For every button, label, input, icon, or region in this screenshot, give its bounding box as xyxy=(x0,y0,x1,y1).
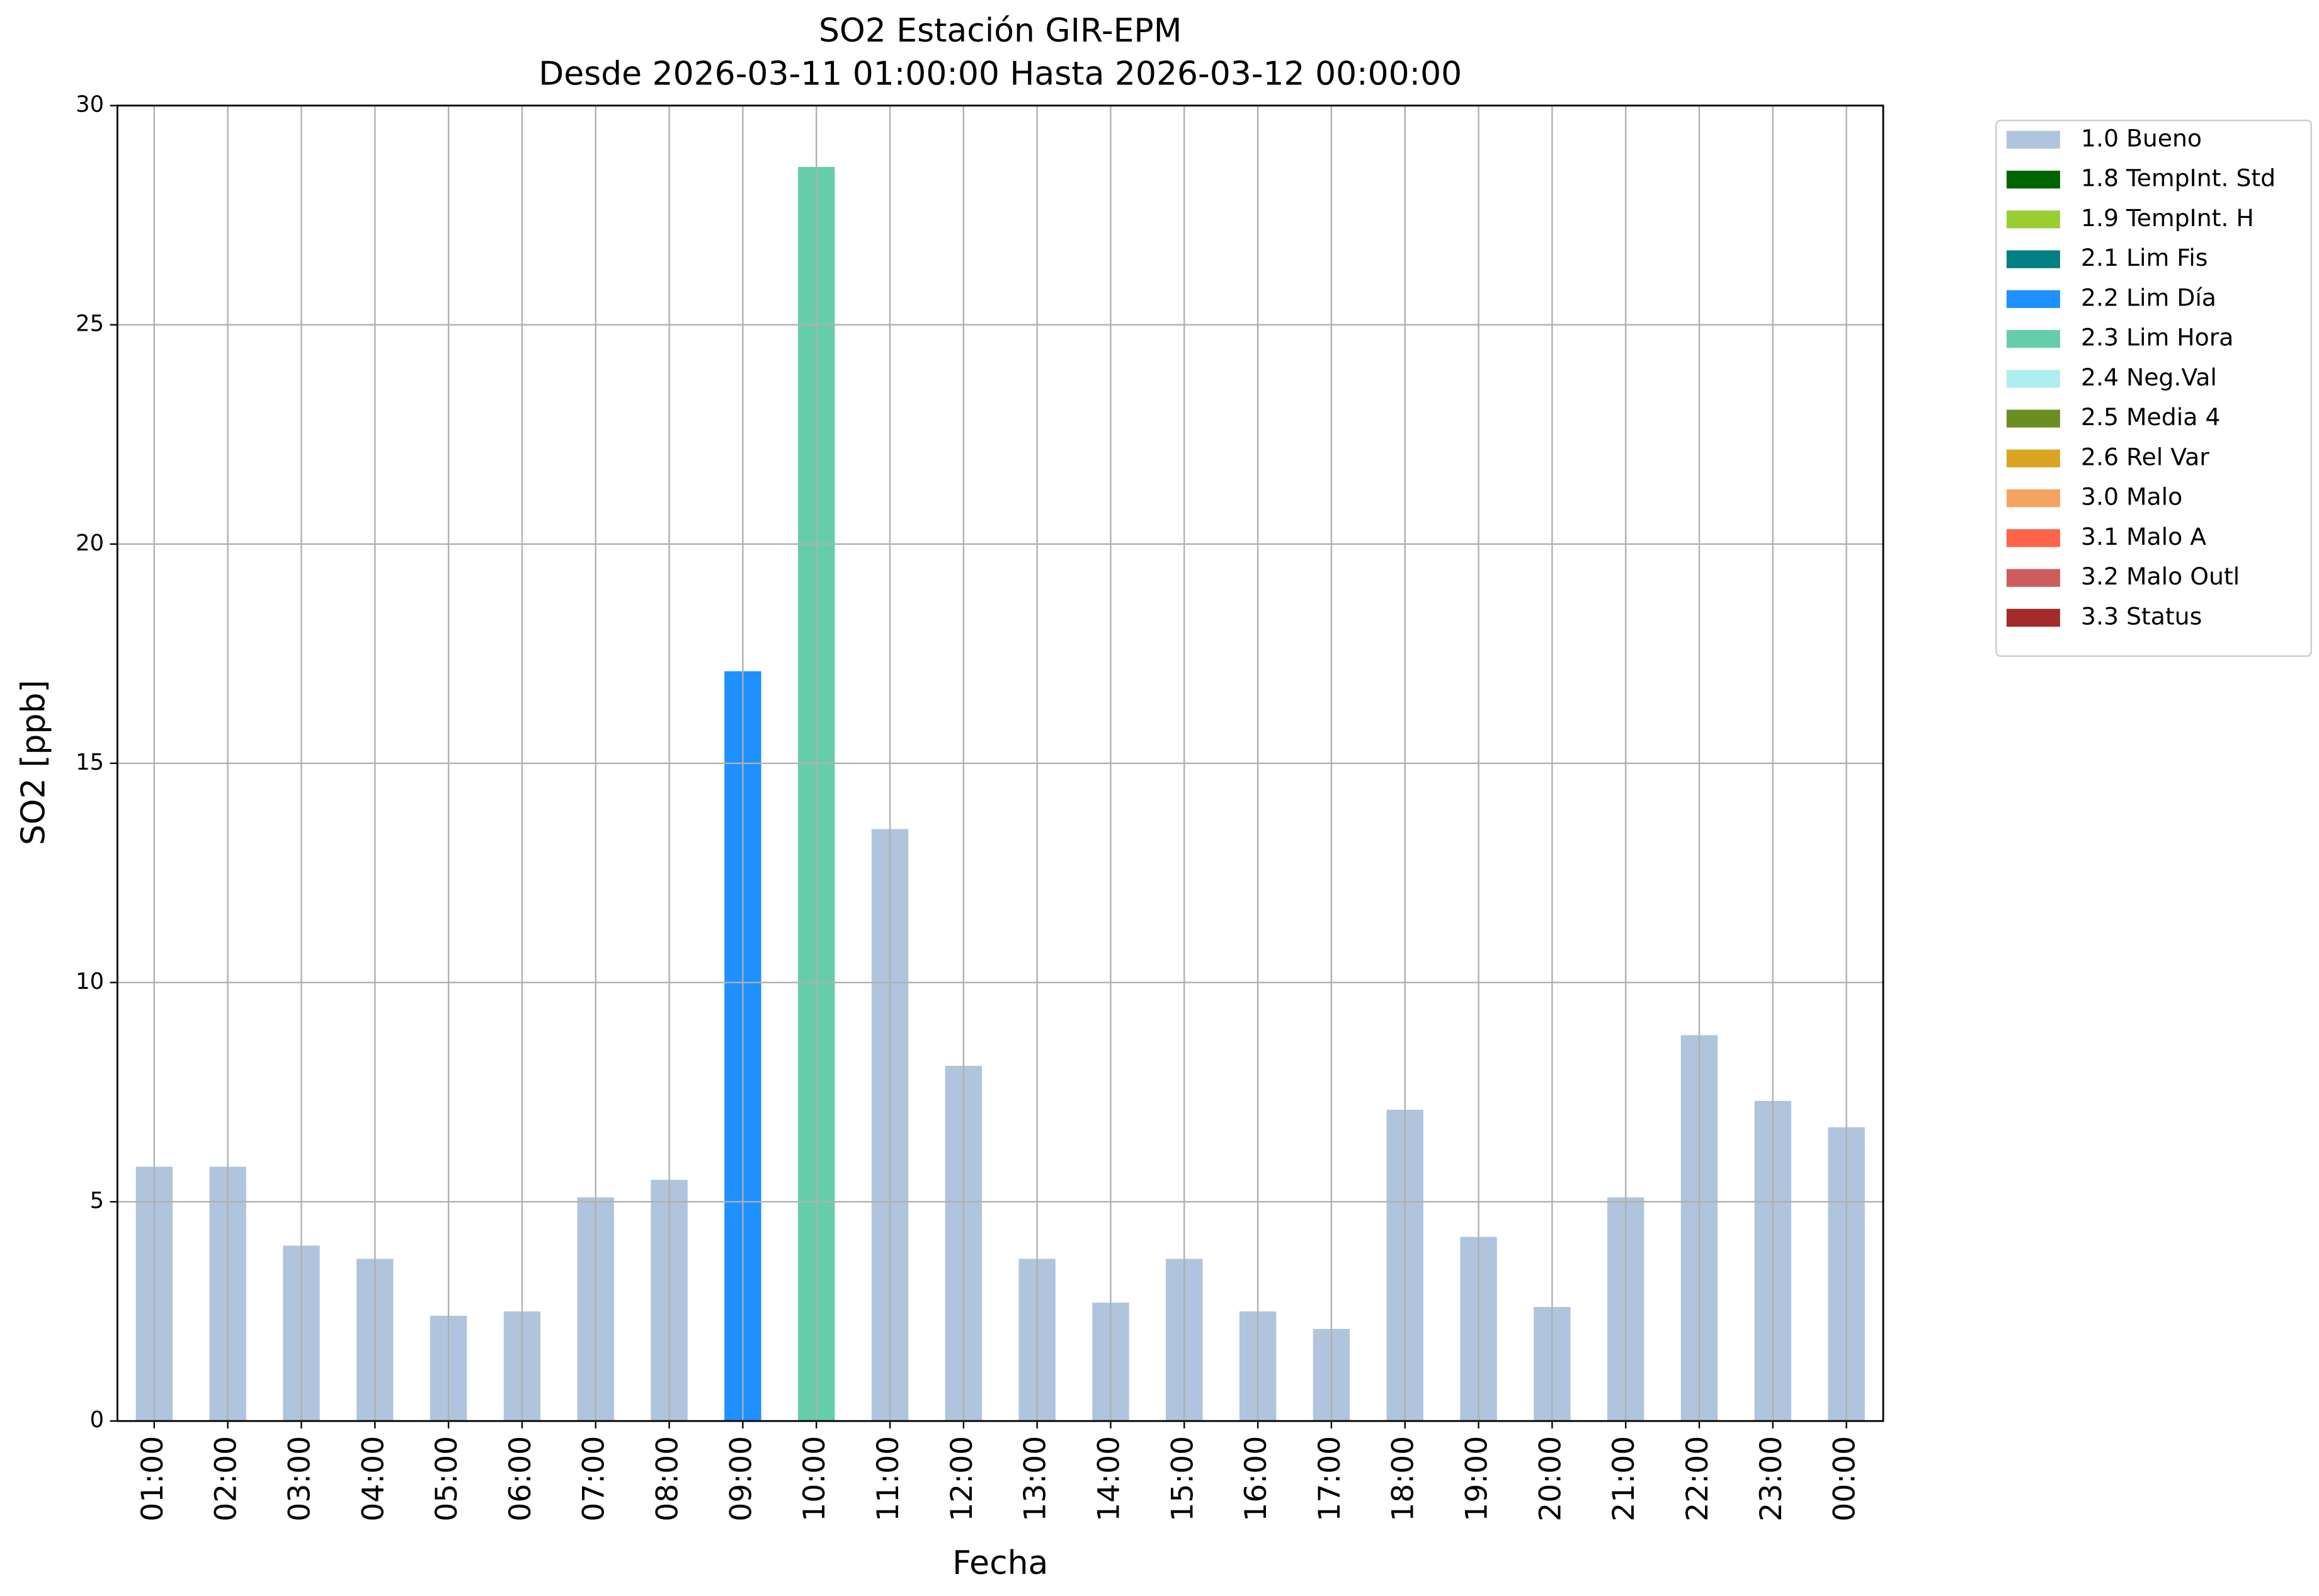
x-tick-label: 14:00 xyxy=(1091,1436,1126,1522)
legend-label: 2.6 Rel Var xyxy=(2081,443,2209,470)
x-tick-label: 18:00 xyxy=(1386,1436,1421,1522)
x-tick-label: 13:00 xyxy=(1018,1436,1053,1522)
y-tick-label: 25 xyxy=(76,311,104,337)
legend-swatch xyxy=(2006,130,2060,149)
legend-swatch xyxy=(2006,290,2060,309)
x-tick-label: 23:00 xyxy=(1754,1436,1789,1522)
legend-swatch xyxy=(2006,329,2060,348)
x-tick-label: 15:00 xyxy=(1165,1436,1200,1522)
x-tick-label: 08:00 xyxy=(651,1436,685,1522)
x-tick-label: 10:00 xyxy=(797,1436,832,1522)
legend-swatch xyxy=(2006,210,2060,229)
legend-swatch xyxy=(2006,449,2060,468)
x-tick-label: 02:00 xyxy=(209,1436,244,1522)
x-tick-label: 21:00 xyxy=(1607,1436,1641,1522)
legend-box xyxy=(1995,120,2312,657)
legend-label: 2.4 Neg.Val xyxy=(2081,363,2217,391)
y-tick-label: 10 xyxy=(76,969,104,995)
x-tick-label: 07:00 xyxy=(577,1436,612,1522)
legend-swatch xyxy=(2006,370,2060,388)
x-tick-label: 12:00 xyxy=(945,1436,979,1522)
legend-label: 3.2 Malo Outl xyxy=(2081,562,2240,590)
x-tick-label: 19:00 xyxy=(1460,1436,1495,1522)
x-tick-label: 05:00 xyxy=(430,1436,464,1522)
legend-label: 2.2 Lim Día xyxy=(2081,283,2216,311)
legend-label: 3.0 Malo xyxy=(2081,483,2182,511)
x-tick-label: 11:00 xyxy=(871,1436,906,1522)
legend-label: 2.5 Media 4 xyxy=(2081,403,2220,431)
x-tick-label: 16:00 xyxy=(1239,1436,1273,1522)
legend-swatch xyxy=(2006,529,2060,547)
y-tick-label: 15 xyxy=(76,750,104,775)
x-tick-label: 09:00 xyxy=(724,1436,758,1522)
plot-frame xyxy=(117,105,1884,1422)
x-tick-label: 17:00 xyxy=(1313,1436,1347,1522)
legend-label: 1.0 Bueno xyxy=(2081,124,2202,152)
legend-label: 1.9 TempInt. H xyxy=(2081,204,2254,232)
legend-label: 1.8 TempInt. Std xyxy=(2081,164,2276,192)
legend-swatch xyxy=(2006,409,2060,428)
chart-subtitle: Desde 2026-03-11 01:00:00 Hasta 2026-03-… xyxy=(538,55,1462,93)
legend-label: 2.1 Lim Fis xyxy=(2081,244,2208,271)
chart-title: SO2 Estación GIR-EPM xyxy=(819,12,1182,50)
x-tick-label: 01:00 xyxy=(135,1436,170,1522)
legend-swatch xyxy=(2006,489,2060,508)
y-tick-label: 20 xyxy=(76,530,104,556)
x-tick-label: 20:00 xyxy=(1533,1436,1568,1522)
legend-swatch xyxy=(2006,250,2060,268)
x-tick-label: 03:00 xyxy=(282,1436,317,1522)
legend-swatch xyxy=(2006,569,2060,587)
x-tick-label: 06:00 xyxy=(503,1436,538,1522)
y-tick-label: 0 xyxy=(90,1407,105,1433)
x-tick-label: 04:00 xyxy=(356,1436,390,1522)
y-tick-label: 5 xyxy=(90,1188,105,1214)
legend-swatch xyxy=(2006,608,2060,627)
x-tick-label: 00:00 xyxy=(1828,1436,1862,1522)
x-axis-label: Fecha xyxy=(952,1544,1048,1582)
y-tick-label: 30 xyxy=(76,92,104,118)
legend-label: 3.3 Status xyxy=(2081,602,2202,630)
y-axis-label: SO2 [ppb] xyxy=(15,680,53,845)
x-tick-label: 22:00 xyxy=(1680,1436,1715,1522)
legend-label: 3.1 Malo A xyxy=(2081,523,2206,550)
legend-label: 2.3 Lim Hora xyxy=(2081,324,2233,351)
legend-swatch xyxy=(2006,170,2060,189)
